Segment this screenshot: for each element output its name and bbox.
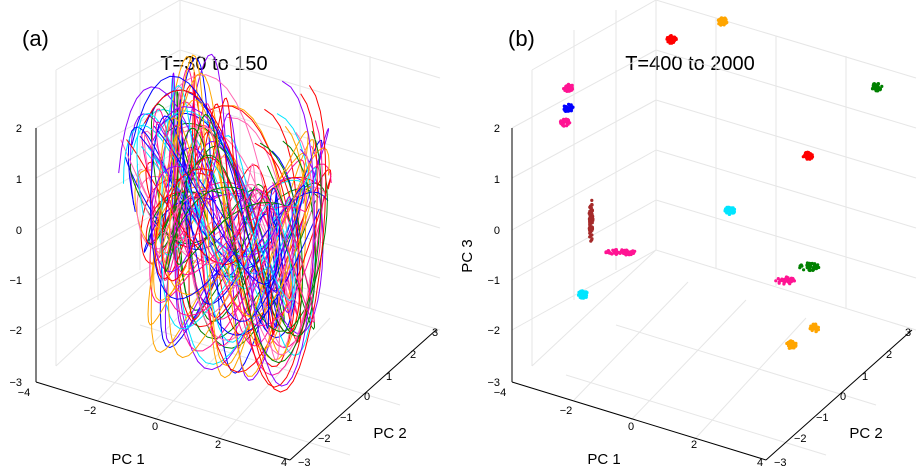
panel-a-xlabel: PC 1 <box>111 451 144 468</box>
panel-b-grid <box>511 0 917 456</box>
panel-b: (b) T=400 to 2000 <box>459 0 917 469</box>
y-tick: 1 <box>386 371 392 383</box>
panel-a-label: (a) <box>22 26 49 51</box>
z-tick: −2 <box>9 325 22 337</box>
trajectory-green <box>164 114 322 364</box>
cluster-orange-right <box>808 322 821 334</box>
y-tick: −1 <box>340 412 353 424</box>
trajectory-blue <box>150 115 306 322</box>
cluster-cyan-low <box>576 289 589 300</box>
z-tick: −1 <box>487 275 500 287</box>
trajectory-blue <box>131 75 280 329</box>
trajectory-orange <box>167 54 330 367</box>
z-tick: 2 <box>494 123 500 135</box>
x-tick: 4 <box>757 457 763 469</box>
trajectory-green <box>161 140 317 337</box>
cluster-magenta-top <box>562 82 575 93</box>
trajectory-red <box>188 72 332 373</box>
panel-a-trajectories <box>118 53 332 393</box>
panel-a: (a) T=30 to 150 <box>9 0 441 469</box>
trajectory-purple <box>147 106 294 314</box>
x-tick: 2 <box>691 439 697 451</box>
trajectory-green <box>172 127 328 332</box>
panel-b-label: (b) <box>508 26 535 51</box>
y-tick: 3 <box>905 327 911 339</box>
y-tick: −2 <box>794 433 807 445</box>
y-tick: −3 <box>774 457 787 469</box>
z-tick: 1 <box>16 174 22 186</box>
z-tick: −1 <box>9 275 22 287</box>
z-tick: −3 <box>9 377 22 389</box>
y-tick: 0 <box>364 391 370 403</box>
z-tick: 2 <box>16 123 22 135</box>
panel-a-x-ticks: −4 −2 0 2 4 <box>18 387 287 469</box>
trajectory-deep-pink <box>157 126 314 355</box>
z-tick: 0 <box>16 225 22 237</box>
panel-b-ylabel: PC 2 <box>849 425 882 442</box>
x-tick: 2 <box>215 439 221 451</box>
trajectory-red <box>126 89 274 336</box>
panel-b-zlabel: PC 3 <box>459 239 476 272</box>
cluster-green-mid <box>798 261 821 273</box>
x-tick: −4 <box>18 387 31 399</box>
x-tick: 0 <box>152 421 158 433</box>
panel-b-xlabel: PC 1 <box>587 451 620 468</box>
cluster-orange-top <box>716 16 729 27</box>
x-tick: 4 <box>281 457 287 469</box>
y-tick: −2 <box>318 433 331 445</box>
trajectory-magenta <box>155 121 315 323</box>
y-tick: 1 <box>862 371 868 383</box>
panel-a-ylabel: PC 2 <box>373 425 406 442</box>
x-tick: −2 <box>84 405 97 417</box>
x-tick: −2 <box>560 405 573 417</box>
x-tick: 0 <box>628 421 634 433</box>
panel-a-axes <box>35 128 437 461</box>
cluster-pink-mid <box>774 275 797 286</box>
cluster-red-mid <box>801 150 815 161</box>
x-tick: −4 <box>494 387 507 399</box>
panel-b-clusters <box>558 16 884 350</box>
y-tick: 2 <box>886 349 892 361</box>
cluster-blue <box>562 102 575 113</box>
trajectory-orange <box>150 56 315 379</box>
z-tick: −2 <box>487 325 500 337</box>
panel-b-z-ticks: 2 1 0 −1 −2 −3 <box>487 123 500 389</box>
y-tick: −3 <box>298 457 311 469</box>
y-tick: 0 <box>840 391 846 403</box>
panel-a-y-ticks: −3 −2 −1 0 1 2 3 <box>298 327 438 469</box>
z-tick: 1 <box>494 174 500 186</box>
y-tick: 3 <box>432 327 438 339</box>
cluster-green-right <box>870 82 884 93</box>
z-tick: −3 <box>487 377 500 389</box>
trajectory-deep-pink <box>144 130 300 305</box>
trajectory-green <box>176 91 319 349</box>
panel-a-z-ticks: 2 1 0 −1 −2 −3 <box>9 123 22 389</box>
panel-b-y-ticks: −3 −2 −1 0 1 2 3 <box>774 327 911 469</box>
trajectory-purple <box>170 72 312 371</box>
y-tick: −1 <box>816 412 829 424</box>
cluster-pink-streak <box>604 248 637 257</box>
cluster-cyan-mid <box>723 205 737 216</box>
cluster-orange-low <box>785 339 798 350</box>
trajectory-magenta <box>168 124 325 327</box>
panel-b-x-ticks: −4 −2 0 2 4 <box>494 387 763 469</box>
y-tick: 2 <box>410 349 416 361</box>
cluster-brown-streak <box>587 198 595 243</box>
cluster-pink-left <box>558 117 572 128</box>
trajectory-red <box>161 85 327 393</box>
cluster-red-top <box>665 34 678 45</box>
panel-b-axes <box>511 128 913 461</box>
z-tick: 0 <box>494 225 500 237</box>
